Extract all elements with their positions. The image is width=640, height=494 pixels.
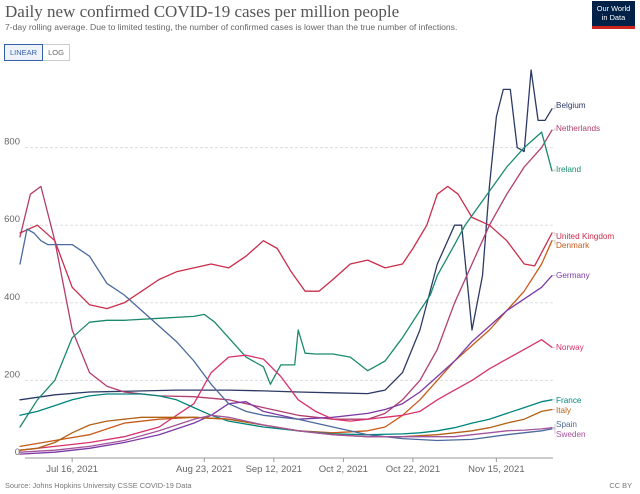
x-tick-label-1: Aug 23, 2021 — [176, 464, 233, 475]
license-link[interactable]: CC BY — [609, 481, 632, 490]
series-label-netherlands: Netherlands — [556, 124, 600, 133]
y-tick-label-200: 200 — [4, 369, 20, 380]
x-tick-label-4: Oct 22, 2021 — [386, 464, 440, 475]
leader-line-belgium — [553, 105, 556, 110]
series-label-sweden: Sweden — [556, 430, 586, 439]
x-tick-label-3: Oct 2, 2021 — [319, 464, 368, 475]
series-line-spain — [19, 228, 553, 442]
series-line-france — [19, 393, 553, 436]
series-line-ireland — [19, 131, 553, 428]
chart-subtitle: 7-day rolling average. Due to limited te… — [5, 22, 458, 32]
series-line-belgium — [19, 69, 553, 401]
series-line-denmark — [19, 240, 553, 448]
series-label-denmark: Denmark — [556, 241, 590, 250]
y-tick-label-400: 400 — [4, 292, 20, 303]
series-end-labels: Belgium Netherlands Ireland United KingdomD… — [553, 101, 614, 439]
y-tick-label-600: 600 — [4, 214, 20, 225]
leader-line-denmark — [553, 240, 556, 245]
series-label-belgium: Belgium — [556, 101, 586, 110]
series-line-netherlands — [19, 129, 553, 420]
leader-line-italy — [553, 409, 556, 410]
series-line-united-kingdom — [19, 185, 553, 310]
series-label-spain: Spain — [556, 420, 577, 429]
logo-line-2: in Data — [601, 13, 626, 22]
leader-line-netherlands — [553, 128, 556, 131]
series-label-united-kingdom: United Kingdom — [556, 232, 614, 241]
x-tick-label-2: Sep 12, 2021 — [246, 464, 303, 475]
y-tick-label-0: 0 — [15, 447, 20, 458]
axes: 0 200 400 600 800 Jul 16, 2021 Aug 23, 2021 Sep… — [4, 137, 524, 475]
x-tick-label-0: Jul 16, 2021 — [46, 464, 98, 475]
series-label-france: France — [556, 396, 582, 405]
leader-line-germany — [553, 275, 556, 276]
series-label-ireland: Ireland — [556, 165, 581, 174]
gridlines — [25, 147, 553, 459]
series-label-italy: Italy — [556, 406, 572, 415]
owid-logo[interactable]: Our World in Data — [592, 1, 635, 29]
source-note: Source: Johns Hopkins University CSSE CO… — [5, 481, 192, 490]
linear-scale-button[interactable]: LINEAR — [4, 44, 44, 61]
scale-toggle: LINEAR LOG — [4, 44, 70, 61]
series-lines — [19, 69, 553, 455]
series-label-norway: Norway — [556, 343, 585, 352]
leader-line-sweden — [553, 427, 556, 434]
series-line-sweden — [19, 414, 553, 453]
x-tick-label-5: Nov 15, 2021 — [468, 464, 525, 475]
y-tick-label-800: 800 — [4, 137, 20, 148]
log-scale-button[interactable]: LOG — [43, 44, 70, 61]
series-line-germany — [19, 274, 553, 455]
chart-title: Daily new confirmed COVID-19 cases per m… — [5, 2, 400, 21]
series-line-norway — [19, 339, 553, 451]
series-label-germany: Germany — [556, 271, 591, 280]
leader-line-ireland — [553, 169, 556, 172]
logo-line-1: Our World — [596, 4, 631, 13]
leader-line-united-kingdom — [553, 232, 556, 236]
